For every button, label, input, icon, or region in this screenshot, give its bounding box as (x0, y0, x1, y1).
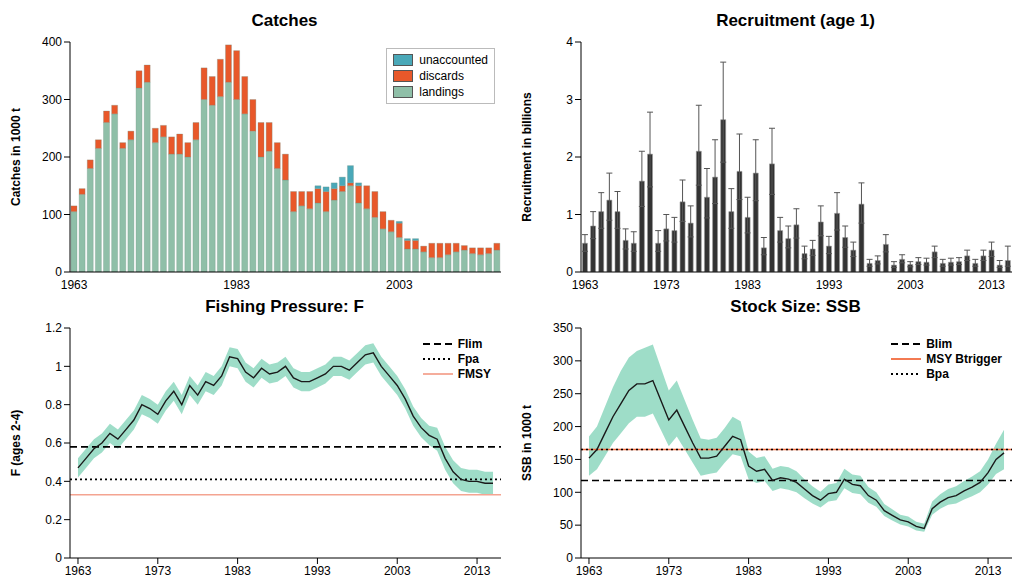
html-text:unaccounted: unaccounted (419, 53, 488, 67)
html-text:FMSY: FMSY (457, 366, 491, 381)
svg-text:0: 0 (55, 551, 62, 565)
html-text:Bpa: Bpa (926, 366, 949, 381)
svg-text:2003: 2003 (386, 278, 413, 292)
svg-text:1983: 1983 (735, 564, 762, 578)
svg-text:1: 1 (566, 208, 573, 222)
svg-text:Catches in 1000 t: Catches in 1000 t (9, 108, 23, 206)
svg-text:3: 3 (566, 93, 573, 107)
html-text:landings: landings (419, 85, 464, 99)
svg-text:Recruitment in billions: Recruitment in billions (520, 92, 534, 222)
html-text:Flim: Flim (457, 336, 483, 351)
html-text:Catches: Catches (251, 11, 318, 30)
svg-text:400: 400 (42, 35, 62, 49)
svg-text:2013: 2013 (464, 564, 491, 578)
svg-text:2003: 2003 (897, 278, 924, 292)
svg-text:0: 0 (566, 265, 573, 279)
svg-text:2013: 2013 (975, 564, 1002, 578)
svg-text:1983: 1983 (224, 564, 251, 578)
svg-text:100: 100 (42, 208, 62, 222)
svg-text:0.6: 0.6 (45, 436, 62, 450)
svg-text:150: 150 (553, 453, 573, 467)
svg-text:1983: 1983 (734, 278, 761, 292)
svg-text:0: 0 (566, 551, 573, 565)
svg-text:200: 200 (42, 150, 62, 164)
svg-text:1.2: 1.2 (45, 321, 62, 335)
svg-text:1993: 1993 (304, 564, 331, 578)
svg-text:1963: 1963 (61, 278, 88, 292)
svg-text:1993: 1993 (815, 564, 842, 578)
svg-text:2013: 2013 (978, 278, 1005, 292)
svg-text:300: 300 (553, 354, 573, 368)
svg-text:0.4: 0.4 (45, 475, 62, 489)
svg-text:2003: 2003 (895, 564, 922, 578)
svg-text:1: 1 (55, 360, 62, 374)
html-text:Stock Size: SSB: Stock Size: SSB (730, 297, 861, 316)
svg-text:1973: 1973 (655, 564, 682, 578)
svg-text:1973: 1973 (144, 564, 171, 578)
svg-text:250: 250 (553, 387, 573, 401)
svg-text:100: 100 (553, 486, 573, 500)
svg-text:350: 350 (553, 321, 573, 335)
svg-text:1963: 1963 (576, 564, 603, 578)
svg-text:1973: 1973 (653, 278, 680, 292)
html-text:Blim: Blim (926, 336, 953, 351)
svg-text:1993: 1993 (816, 278, 843, 292)
svg-text:2: 2 (566, 150, 573, 164)
html-text:Fpa: Fpa (457, 351, 479, 366)
svg-text:1983: 1983 (223, 278, 250, 292)
html-text:Fishing Pressure: F: Fishing Pressure: F (205, 297, 364, 316)
svg-text:300: 300 (42, 93, 62, 107)
svg-text:1963: 1963 (572, 278, 599, 292)
html-text:Recruitment (age 1): Recruitment (age 1) (716, 11, 875, 30)
svg-text:0.2: 0.2 (45, 513, 62, 527)
svg-text:4: 4 (566, 35, 573, 49)
svg-text:F (ages 2-4): F (ages 2-4) (9, 410, 23, 477)
svg-text:1963: 1963 (65, 564, 92, 578)
svg-text:0.8: 0.8 (45, 398, 62, 412)
svg-text:SSB in 1000 t: SSB in 1000 t (520, 405, 534, 481)
html-text:discards: discards (419, 69, 464, 83)
svg-text:2003: 2003 (384, 564, 411, 578)
svg-text:200: 200 (553, 420, 573, 434)
html-text:MSY Btrigger: MSY Btrigger (926, 351, 1002, 366)
svg-text:0: 0 (55, 265, 62, 279)
svg-text:50: 50 (560, 518, 574, 532)
